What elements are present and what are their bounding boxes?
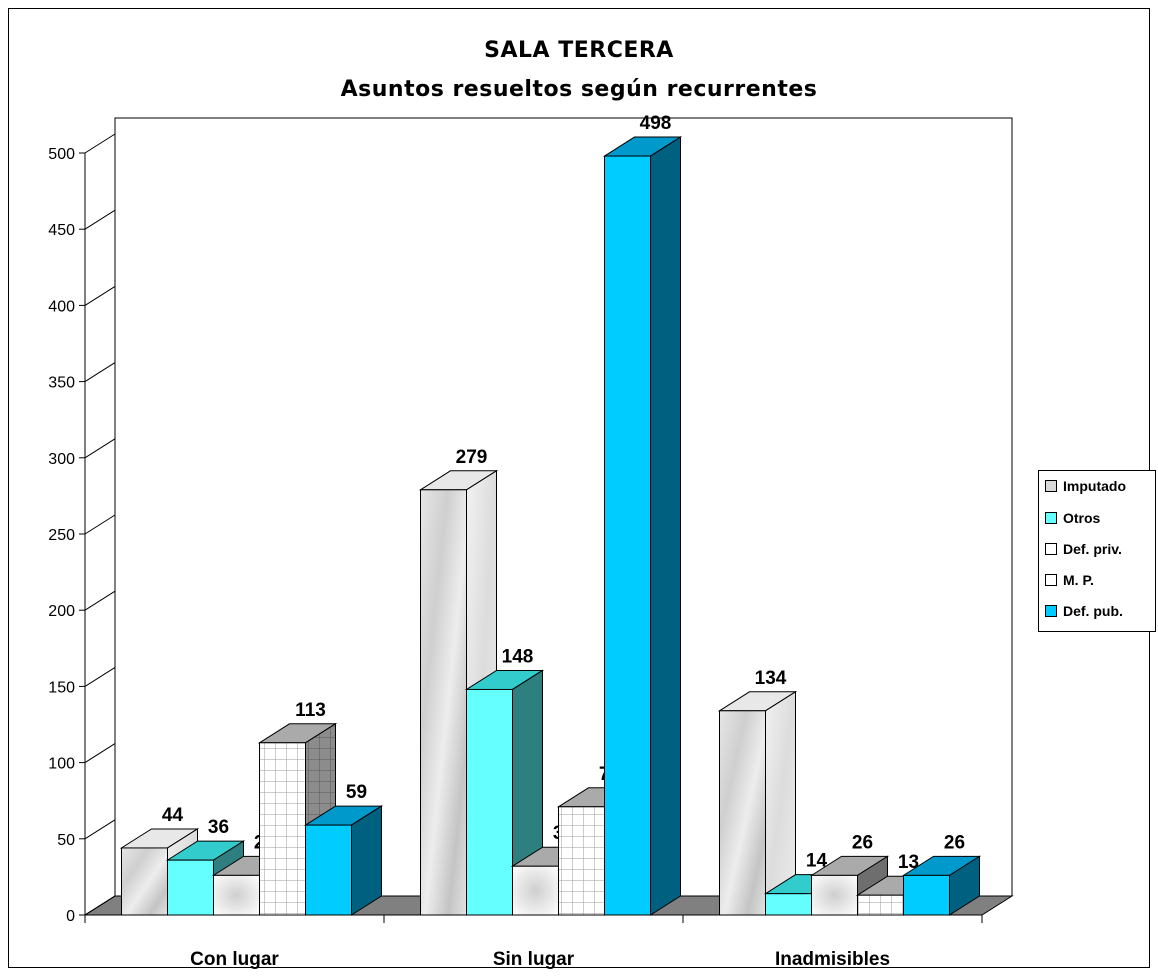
bar xyxy=(811,874,858,916)
legend-swatch xyxy=(1045,605,1057,617)
y-tick-label: 100 xyxy=(48,756,75,773)
legend-item-def-priv: Def. priv. xyxy=(1045,540,1122,558)
bar xyxy=(512,865,559,916)
y-tick-label: 150 xyxy=(48,679,75,696)
data-label: 59 xyxy=(346,782,367,803)
legend-swatch xyxy=(1045,543,1057,555)
data-label: 113 xyxy=(295,700,326,721)
bar xyxy=(765,893,812,916)
data-label: 134 xyxy=(755,668,787,689)
bar xyxy=(167,859,214,916)
bar xyxy=(121,847,168,916)
y-tick-depth xyxy=(84,666,116,687)
y-tick-depth xyxy=(84,514,116,535)
y-tick-depth xyxy=(84,133,116,154)
legend-swatch xyxy=(1045,512,1057,524)
bar xyxy=(305,824,352,916)
bar xyxy=(903,874,950,916)
data-label: 13 xyxy=(898,852,919,873)
y-tick-depth xyxy=(84,819,116,840)
data-label: 148 xyxy=(502,646,534,667)
legend: Imputado Otros Def. priv. M. P. Def. pub… xyxy=(1038,470,1156,632)
x-tick-label: Sin lugar xyxy=(493,949,575,970)
back-wall xyxy=(114,117,1013,897)
chart-title: SALA TERCERA xyxy=(484,38,674,63)
data-label: 498 xyxy=(640,113,672,134)
bar xyxy=(558,806,605,916)
legend-item-def-pub: Def. pub. xyxy=(1045,602,1123,620)
legend-label: Def. priv. xyxy=(1063,541,1122,557)
legend-label: Otros xyxy=(1063,510,1101,526)
bar xyxy=(719,710,766,916)
y-tick-depth xyxy=(84,743,116,764)
x-tick-label: Con lugar xyxy=(190,949,279,970)
bar xyxy=(466,688,513,916)
y-tick-depth xyxy=(84,590,116,611)
data-label: 14 xyxy=(806,851,828,872)
y-tick-label: 0 xyxy=(66,908,75,925)
y-tick-label: 300 xyxy=(48,451,75,468)
legend-label: Def. pub. xyxy=(1063,603,1123,619)
y-tick-label: 350 xyxy=(48,375,75,392)
legend-label: M. P. xyxy=(1063,572,1094,588)
data-label: 36 xyxy=(208,817,229,838)
data-label: 44 xyxy=(162,805,184,826)
bar xyxy=(857,894,904,916)
y-tick-label: 250 xyxy=(48,527,75,544)
y-tick-depth xyxy=(84,362,116,383)
data-label: 26 xyxy=(944,832,965,853)
legend-item-mp: M. P. xyxy=(1045,571,1094,589)
legend-label: Imputado xyxy=(1063,478,1126,494)
y-tick-depth xyxy=(84,895,116,916)
y-tick-label: 500 xyxy=(48,146,75,163)
bar xyxy=(259,742,306,916)
bar-side xyxy=(351,805,382,916)
x-tick-label: Inadmisibles xyxy=(775,949,890,970)
y-tick-depth xyxy=(84,438,116,459)
y-tick-label: 200 xyxy=(48,603,75,620)
legend-item-otros: Otros xyxy=(1045,509,1100,527)
bar xyxy=(213,874,260,916)
legend-swatch xyxy=(1045,480,1057,492)
y-tick-label: 450 xyxy=(48,222,75,239)
bar xyxy=(604,155,651,916)
bar xyxy=(420,489,467,916)
y-tick-label: 400 xyxy=(48,298,75,315)
legend-swatch xyxy=(1045,574,1057,586)
y-tick-depth xyxy=(84,209,116,230)
data-label: 279 xyxy=(456,447,488,468)
y-tick-depth xyxy=(84,285,116,306)
legend-item-imputado: Imputado xyxy=(1045,477,1126,495)
data-label: 26 xyxy=(852,832,873,853)
bar-side xyxy=(650,136,681,916)
y-tick-label: 50 xyxy=(57,832,75,849)
chart-subtitle: Asuntos resueltos según recurrentes xyxy=(340,77,818,102)
